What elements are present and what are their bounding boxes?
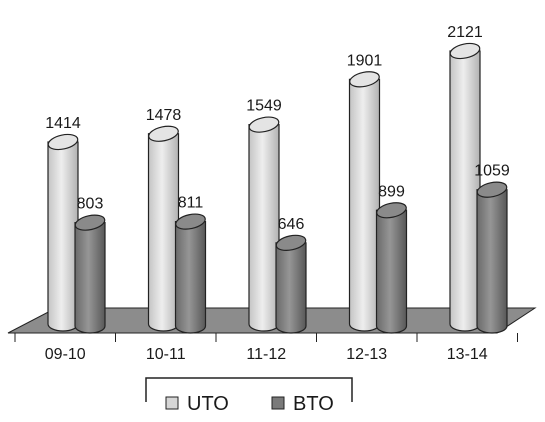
bar-body bbox=[147, 133, 180, 332]
bar-body bbox=[375, 209, 408, 334]
legend-swatch bbox=[165, 396, 179, 410]
bar-bto-10-11 bbox=[174, 213, 207, 334]
data-label: 803 bbox=[77, 196, 104, 213]
bar-body bbox=[476, 189, 508, 334]
bar-uto-10-11 bbox=[147, 125, 180, 332]
bar-body bbox=[275, 242, 307, 334]
bar-top bbox=[476, 181, 508, 198]
data-label: 2121 bbox=[447, 24, 483, 41]
x-tick-label: 13-14 bbox=[447, 346, 488, 363]
bar-uto-13-14 bbox=[449, 42, 481, 332]
data-label: 1414 bbox=[45, 115, 81, 132]
bar-bto-13-14 bbox=[476, 181, 508, 334]
bar-top bbox=[175, 213, 206, 230]
data-label: 1478 bbox=[146, 107, 182, 124]
legend-label: BTO bbox=[293, 393, 334, 415]
bar-body bbox=[449, 50, 481, 332]
bar-body bbox=[348, 78, 381, 332]
data-label: 1901 bbox=[347, 52, 383, 69]
bar-body bbox=[74, 222, 106, 334]
legend-swatch bbox=[271, 396, 285, 410]
bar-top bbox=[275, 234, 307, 251]
data-label: 646 bbox=[278, 216, 305, 233]
data-label: 811 bbox=[178, 195, 204, 212]
data-label: 1059 bbox=[474, 163, 510, 180]
legend-label: UTO bbox=[187, 393, 229, 415]
bar-uto-11-12 bbox=[248, 116, 280, 332]
bar-top bbox=[47, 133, 79, 151]
x-tick-label: 09-10 bbox=[45, 346, 86, 363]
bar-body bbox=[248, 124, 280, 332]
legend: UTO BTO bbox=[145, 377, 353, 415]
x-tick-label: 11-12 bbox=[246, 346, 286, 363]
bar-top bbox=[349, 71, 380, 88]
bar-top bbox=[248, 116, 280, 133]
bar-uto-12-13 bbox=[348, 71, 381, 332]
data-label: 899 bbox=[378, 183, 405, 200]
legend-frame bbox=[145, 377, 353, 402]
bar-bto-12-13 bbox=[375, 202, 408, 334]
bar-bto-11-12 bbox=[275, 234, 307, 334]
bar-body bbox=[47, 141, 79, 332]
x-tick-label: 10-11 bbox=[146, 346, 186, 363]
bar-uto-09-10 bbox=[47, 133, 79, 332]
bar-top bbox=[376, 202, 407, 219]
x-tick-label: 12-13 bbox=[346, 346, 387, 363]
bar-top bbox=[74, 214, 106, 231]
bar-top bbox=[148, 125, 179, 142]
bar-bto-09-10 bbox=[74, 214, 106, 334]
bar-top bbox=[449, 42, 481, 60]
bar-body bbox=[174, 221, 207, 334]
data-label: 1549 bbox=[246, 98, 282, 115]
